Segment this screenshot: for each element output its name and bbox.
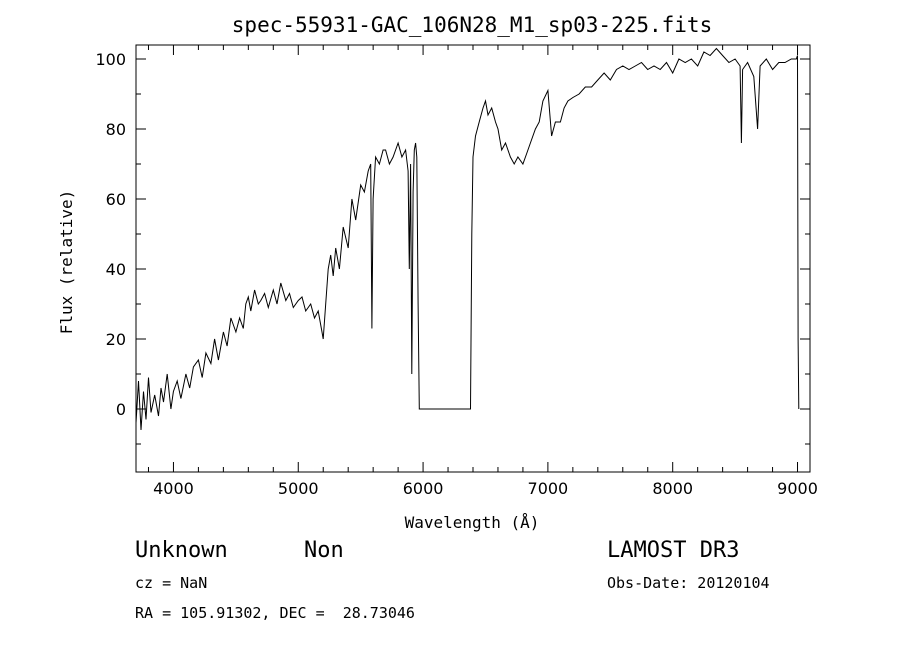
x-tick-label: 7000 [528,479,569,498]
x-axis-label: Wavelength (Å) [405,513,540,532]
spectrum-line [135,47,800,431]
object-class: Unknown [135,538,228,563]
obs-date: Obs-Date: 20120104 [607,574,770,592]
redshift-cz: cz = NaN [135,574,208,592]
x-tick-label: 9000 [777,479,818,498]
y-tick-label: 100 [95,50,126,69]
y-tick-label: 60 [106,190,126,209]
y-tick-label: 40 [106,260,126,279]
object-subclass: Non [304,538,344,563]
chart-title: spec-55931-GAC_106N28_M1_sp03-225.fits [232,13,712,37]
x-tick-label: 5000 [278,479,319,498]
y-tick-label: 20 [106,330,126,349]
plot-frame [135,44,811,473]
survey-name: LAMOST DR3 [607,538,740,563]
x-tick-label: 4000 [153,479,194,498]
axes: 4000 5000 6000 7000 8000 9000 0 20 40 60 80 100 [95,45,818,498]
y-tick-label: 0 [116,400,126,419]
coordinates: RA = 105.91302, DEC = 28.73046 [135,604,415,622]
y-tick-label: 80 [106,120,126,139]
x-tick-label: 6000 [403,479,444,498]
x-tick-label: 8000 [652,479,693,498]
y-axis-label: Flux (relative) [57,190,76,335]
